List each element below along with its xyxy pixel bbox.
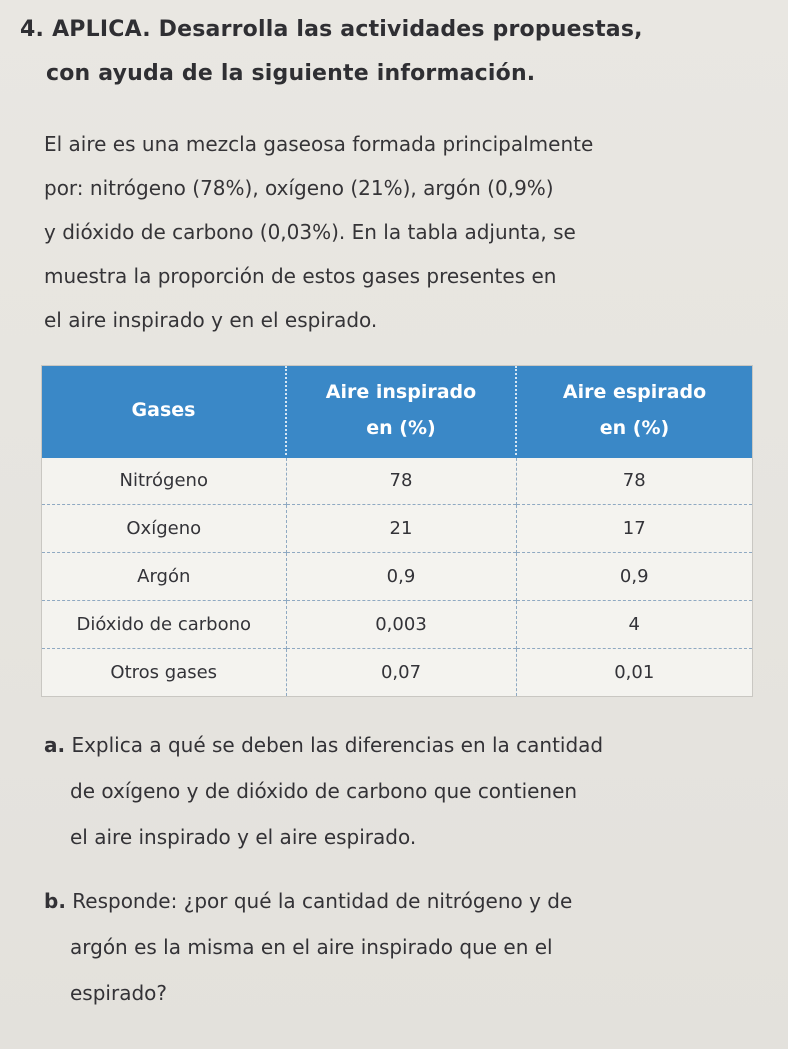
table-row: Oxígeno 21 17 [42, 503, 752, 552]
question-b: b. Responde: ¿por qué la cantidad de nit… [44, 878, 764, 1016]
gas-composition-table: Gases Aire inspirado en (%) Aire espirad… [42, 366, 752, 696]
question-b-line3: espirado? [70, 981, 168, 1005]
intro-paragraph: El aire es una mezcla gaseosa formada pr… [44, 122, 762, 342]
intro-line: el aire inspirado y en el espirado. [44, 308, 378, 332]
header-gases: Gases [131, 399, 196, 422]
cell-espirado: 4 [515, 599, 752, 648]
header-aire-inspirado-line2: en (%) [366, 417, 436, 440]
question-a-text: Explica a qué se deben las diferencias e… [71, 733, 604, 757]
intro-line: El aire es una mezcla gaseosa formada pr… [44, 132, 594, 156]
activity-number: 4. [20, 17, 45, 42]
cell-espirado: 17 [515, 503, 752, 552]
cell-gas: Otros gases [42, 647, 286, 696]
question-b-line2: argón es la misma en el aire inspirado q… [70, 935, 553, 959]
cell-gas: Oxígeno [42, 503, 286, 552]
cell-espirado: 0,9 [515, 551, 752, 600]
question-a-letter: a. [44, 733, 66, 757]
header-aire-espirado: Aire espirado en (%) [515, 366, 752, 456]
question-a-line2: de oxígeno y de dióxido de carbono que c… [70, 779, 578, 803]
cell-gas: Dióxido de carbono [42, 599, 286, 648]
question-b-text: Responde: ¿por qué la cantidad de nitróg… [72, 889, 573, 913]
cell-inspirado: 0,9 [285, 551, 516, 600]
question-b-line1: b. Responde: ¿por qué la cantidad de nit… [44, 878, 764, 924]
header-aire-espirado-line2: en (%) [599, 417, 670, 440]
table-row: Dióxido de carbono 0,003 4 [42, 599, 752, 648]
header-aire-espirado-line1: Aire espirado [562, 381, 707, 404]
cell-espirado: 78 [515, 454, 752, 504]
question-b-letter: b. [44, 889, 66, 913]
table-row: Argón 0,9 0,9 [42, 551, 752, 600]
header-aire-inspirado: Aire inspirado en (%) [285, 366, 516, 456]
question-a-line3: el aire inspirado y el aire espirado. [70, 825, 417, 849]
activity-keyword: APLICA. [52, 17, 151, 42]
cell-inspirado: 21 [285, 503, 516, 552]
intro-line: y dióxido de carbono (0,03%). En la tabl… [44, 220, 576, 244]
activity-heading: 4. APLICA. Desarrolla las actividades pro… [20, 8, 770, 96]
question-a-line1: a. Explica a qué se deben las diferencia… [44, 722, 764, 768]
cell-gas: Argón [42, 551, 286, 600]
activity-instruction-line1: Desarrolla las actividades propuestas, [158, 17, 643, 42]
cell-espirado: 0,01 [515, 647, 752, 696]
activity-instruction-line2: con ayuda de la siguiente información. [46, 61, 536, 86]
table-header-row: Gases Aire inspirado en (%) Aire espirad… [42, 366, 752, 456]
header-aire-inspirado-line1: Aire inspirado [325, 381, 477, 404]
cell-inspirado: 0,07 [285, 647, 516, 696]
cell-inspirado: 0,003 [285, 599, 516, 648]
gas-table: Gases Aire inspirado en (%) Aire espirad… [42, 366, 752, 696]
table-row: Nitrógeno 78 78 [42, 454, 752, 504]
question-a: a. Explica a qué se deben las diferencia… [44, 722, 764, 860]
cell-inspirado: 78 [285, 454, 516, 504]
intro-line: por: nitrógeno (78%), oxígeno (21%), arg… [44, 176, 554, 200]
table-row: Otros gases 0,07 0,01 [42, 647, 752, 696]
intro-line: muestra la proporción de estos gases pre… [44, 264, 557, 288]
cell-gas: Nitrógeno [42, 454, 286, 504]
